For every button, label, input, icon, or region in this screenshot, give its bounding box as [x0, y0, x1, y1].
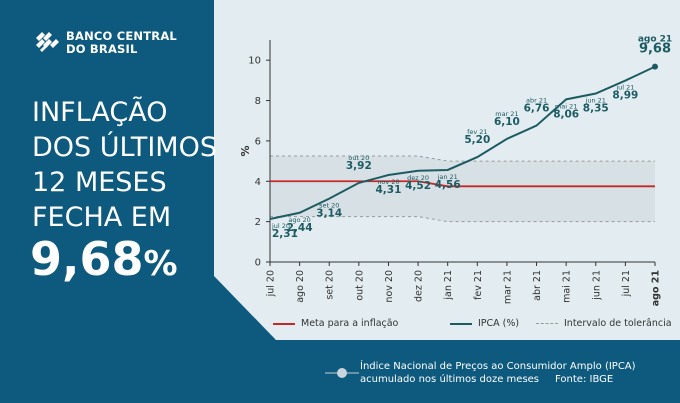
legend-item-tolerance: Intervalo de tolerância	[536, 318, 672, 329]
y-tick-label: 10	[248, 56, 261, 67]
data-label-month: out 20	[348, 154, 369, 162]
legend-label-tolerance: Intervalo de tolerância	[564, 318, 672, 329]
y-tick-label: 6	[255, 136, 261, 147]
data-label-value: 3,92	[346, 160, 372, 172]
data-label-month: jan 21	[437, 173, 458, 181]
headline-line: 12 MESES	[32, 167, 167, 198]
tolerance-upper-line	[270, 155, 655, 162]
legend-label-meta: Meta para a inflação	[301, 318, 399, 329]
footer-source: Fonte: IBGE	[555, 374, 614, 385]
headline: INFLAÇÃO DOS ÚLTIMOS 12 MESES FECHA EM	[32, 95, 217, 235]
legend-swatch-tolerance	[536, 323, 558, 324]
footer-line2: acumulado nos últimos doze meses Fonte: I…	[360, 374, 614, 385]
bank-name-line1: BANCO CENTRAL	[66, 29, 177, 43]
x-tick-label: jan 21	[443, 270, 454, 301]
data-label-value: 9,68	[639, 42, 671, 57]
headline-unit: %	[143, 244, 178, 284]
x-tick-label: ago 20	[295, 270, 306, 303]
data-label-month: set 20	[319, 202, 339, 210]
headline-line: FECHA EM	[32, 202, 172, 233]
data-label-month: jul 21	[615, 84, 634, 92]
footer-line1: Índice Nacional de Preços ao Consumidor …	[360, 361, 636, 372]
x-tick-label: dez 20	[414, 270, 425, 302]
data-label-month: fev 21	[467, 128, 487, 136]
bank-name-line2: DO BRASIL	[66, 42, 138, 56]
data-label-value: 8,35	[583, 102, 609, 114]
headline-line: DOS ÚLTIMOS	[32, 132, 217, 163]
bcb-logo-icon	[36, 32, 59, 52]
ipca-last-point	[652, 63, 658, 70]
x-tick-label: jul 21	[621, 270, 632, 297]
x-tick-label: nov 20	[384, 270, 395, 303]
x-tick-label: jul 20	[266, 270, 277, 297]
data-label-month: mai 21	[555, 102, 577, 110]
x-tick-label: jun 21	[591, 270, 602, 301]
data-label-month: ago 20	[288, 216, 310, 224]
data-label-value: 2,31	[272, 228, 298, 240]
data-label-value: 3,14	[316, 208, 342, 220]
legend-swatch-ipca	[450, 322, 472, 325]
data-label-value: 6,76	[524, 103, 550, 115]
footer-bullet-icon	[325, 368, 359, 378]
legend-item-ipca: IPCA (%)	[450, 318, 519, 329]
headline-line: INFLAÇÃO	[32, 97, 168, 128]
meta-line	[270, 180, 655, 188]
data-label-value: 5,20	[464, 134, 490, 146]
data-label-month: mar 21	[495, 110, 518, 118]
x-tick-label: fev 21	[473, 270, 484, 300]
data-label-value: 4,52	[405, 180, 431, 192]
data-label-value: 6,10	[494, 116, 520, 128]
data-label-month: dez 20	[407, 174, 429, 182]
legend-label-ipca: IPCA (%)	[478, 318, 520, 329]
data-label-value: 4,31	[376, 184, 402, 196]
legend-item-meta: Meta para a inflação	[273, 318, 398, 329]
data-label-month: nov 20	[377, 178, 399, 186]
ipca-line	[269, 65, 656, 220]
data-label-month: jul 20	[271, 222, 290, 230]
data-label-value: 4,56	[435, 179, 461, 191]
data-label-month: jun 21	[585, 96, 606, 104]
x-tick-label: mar 21	[502, 270, 513, 304]
x-tick-label: set 20	[325, 270, 336, 300]
x-tick-label: out 20	[354, 270, 365, 301]
legend-swatch-meta	[273, 322, 295, 325]
data-label-value: 2,44	[287, 222, 313, 234]
headline-value: 9,68%	[30, 236, 178, 287]
tolerance-band	[270, 156, 655, 222]
y-tick-label: 4	[255, 177, 261, 188]
headline-number: 9,68	[30, 232, 144, 286]
y-tick-label: 0	[255, 258, 261, 269]
y-tick-label: 8	[255, 96, 261, 107]
footer-caption: Índice Nacional de Preços ao Consumidor …	[360, 360, 636, 386]
data-label-month: abr 21	[526, 97, 547, 105]
data-label-month: ago 21	[638, 35, 672, 45]
bank-name: BANCO CENTRAL DO BRASIL	[66, 30, 177, 56]
x-tick-label: ago 21	[651, 270, 662, 306]
y-axis-label: %	[239, 145, 252, 156]
x-tick-label: abr 21	[532, 270, 543, 301]
y-tick-label: 2	[255, 217, 261, 228]
data-label-value: 8,99	[612, 90, 638, 102]
data-label-value: 8,06	[553, 108, 579, 120]
x-tick-label: mai 21	[562, 270, 573, 303]
tolerance-lower-line	[270, 216, 655, 223]
